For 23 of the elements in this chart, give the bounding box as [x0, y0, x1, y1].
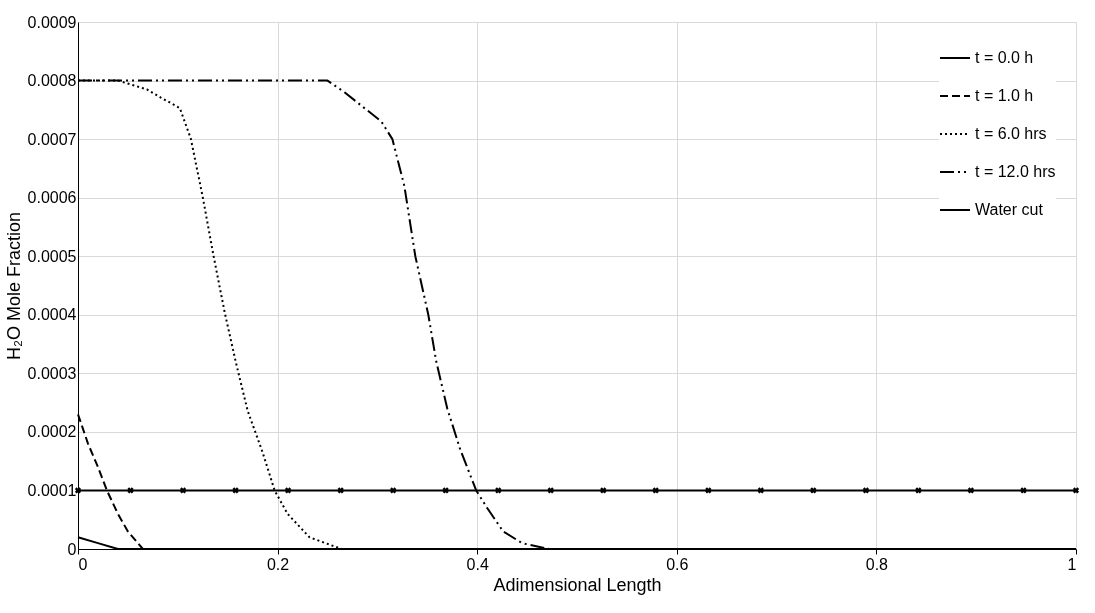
y-tick-label: 0.0004: [27, 306, 77, 324]
y-tick-label: 0.0003: [27, 364, 77, 382]
x-tick-label: 0: [78, 555, 88, 573]
y-axis-title: H₂O Mole Fraction: [3, 211, 24, 361]
legend-label: t = 6.0 hrs: [975, 125, 1047, 142]
x-axis-title: Adimensional Length: [493, 574, 662, 595]
x-tick-label: 1: [1067, 555, 1077, 573]
y-tick-label: 0.0002: [27, 423, 77, 441]
y-tick-label: 0: [67, 540, 77, 558]
x-tick-label: 0.4: [466, 555, 489, 573]
legend-label: Water cut: [975, 201, 1044, 218]
y-tick-label: 0.0007: [27, 130, 77, 148]
x-tick-label: 0.6: [666, 555, 689, 573]
legend-label: t = 12.0 hrs: [975, 163, 1056, 180]
y-tick-label: 0.0009: [27, 13, 77, 31]
y-tick-label: 0.0006: [27, 189, 77, 207]
y-tick-label: 0.0001: [27, 481, 77, 499]
x-tick-label: 0.8: [865, 555, 889, 573]
y-tick-label: 0.0005: [27, 247, 77, 265]
x-tick-label: 0.2: [266, 555, 290, 573]
legend-label: t = 1.0 h: [975, 87, 1034, 104]
y-tick-label: 0.0008: [27, 72, 77, 90]
legend-label: t = 0.0 h: [975, 49, 1034, 66]
